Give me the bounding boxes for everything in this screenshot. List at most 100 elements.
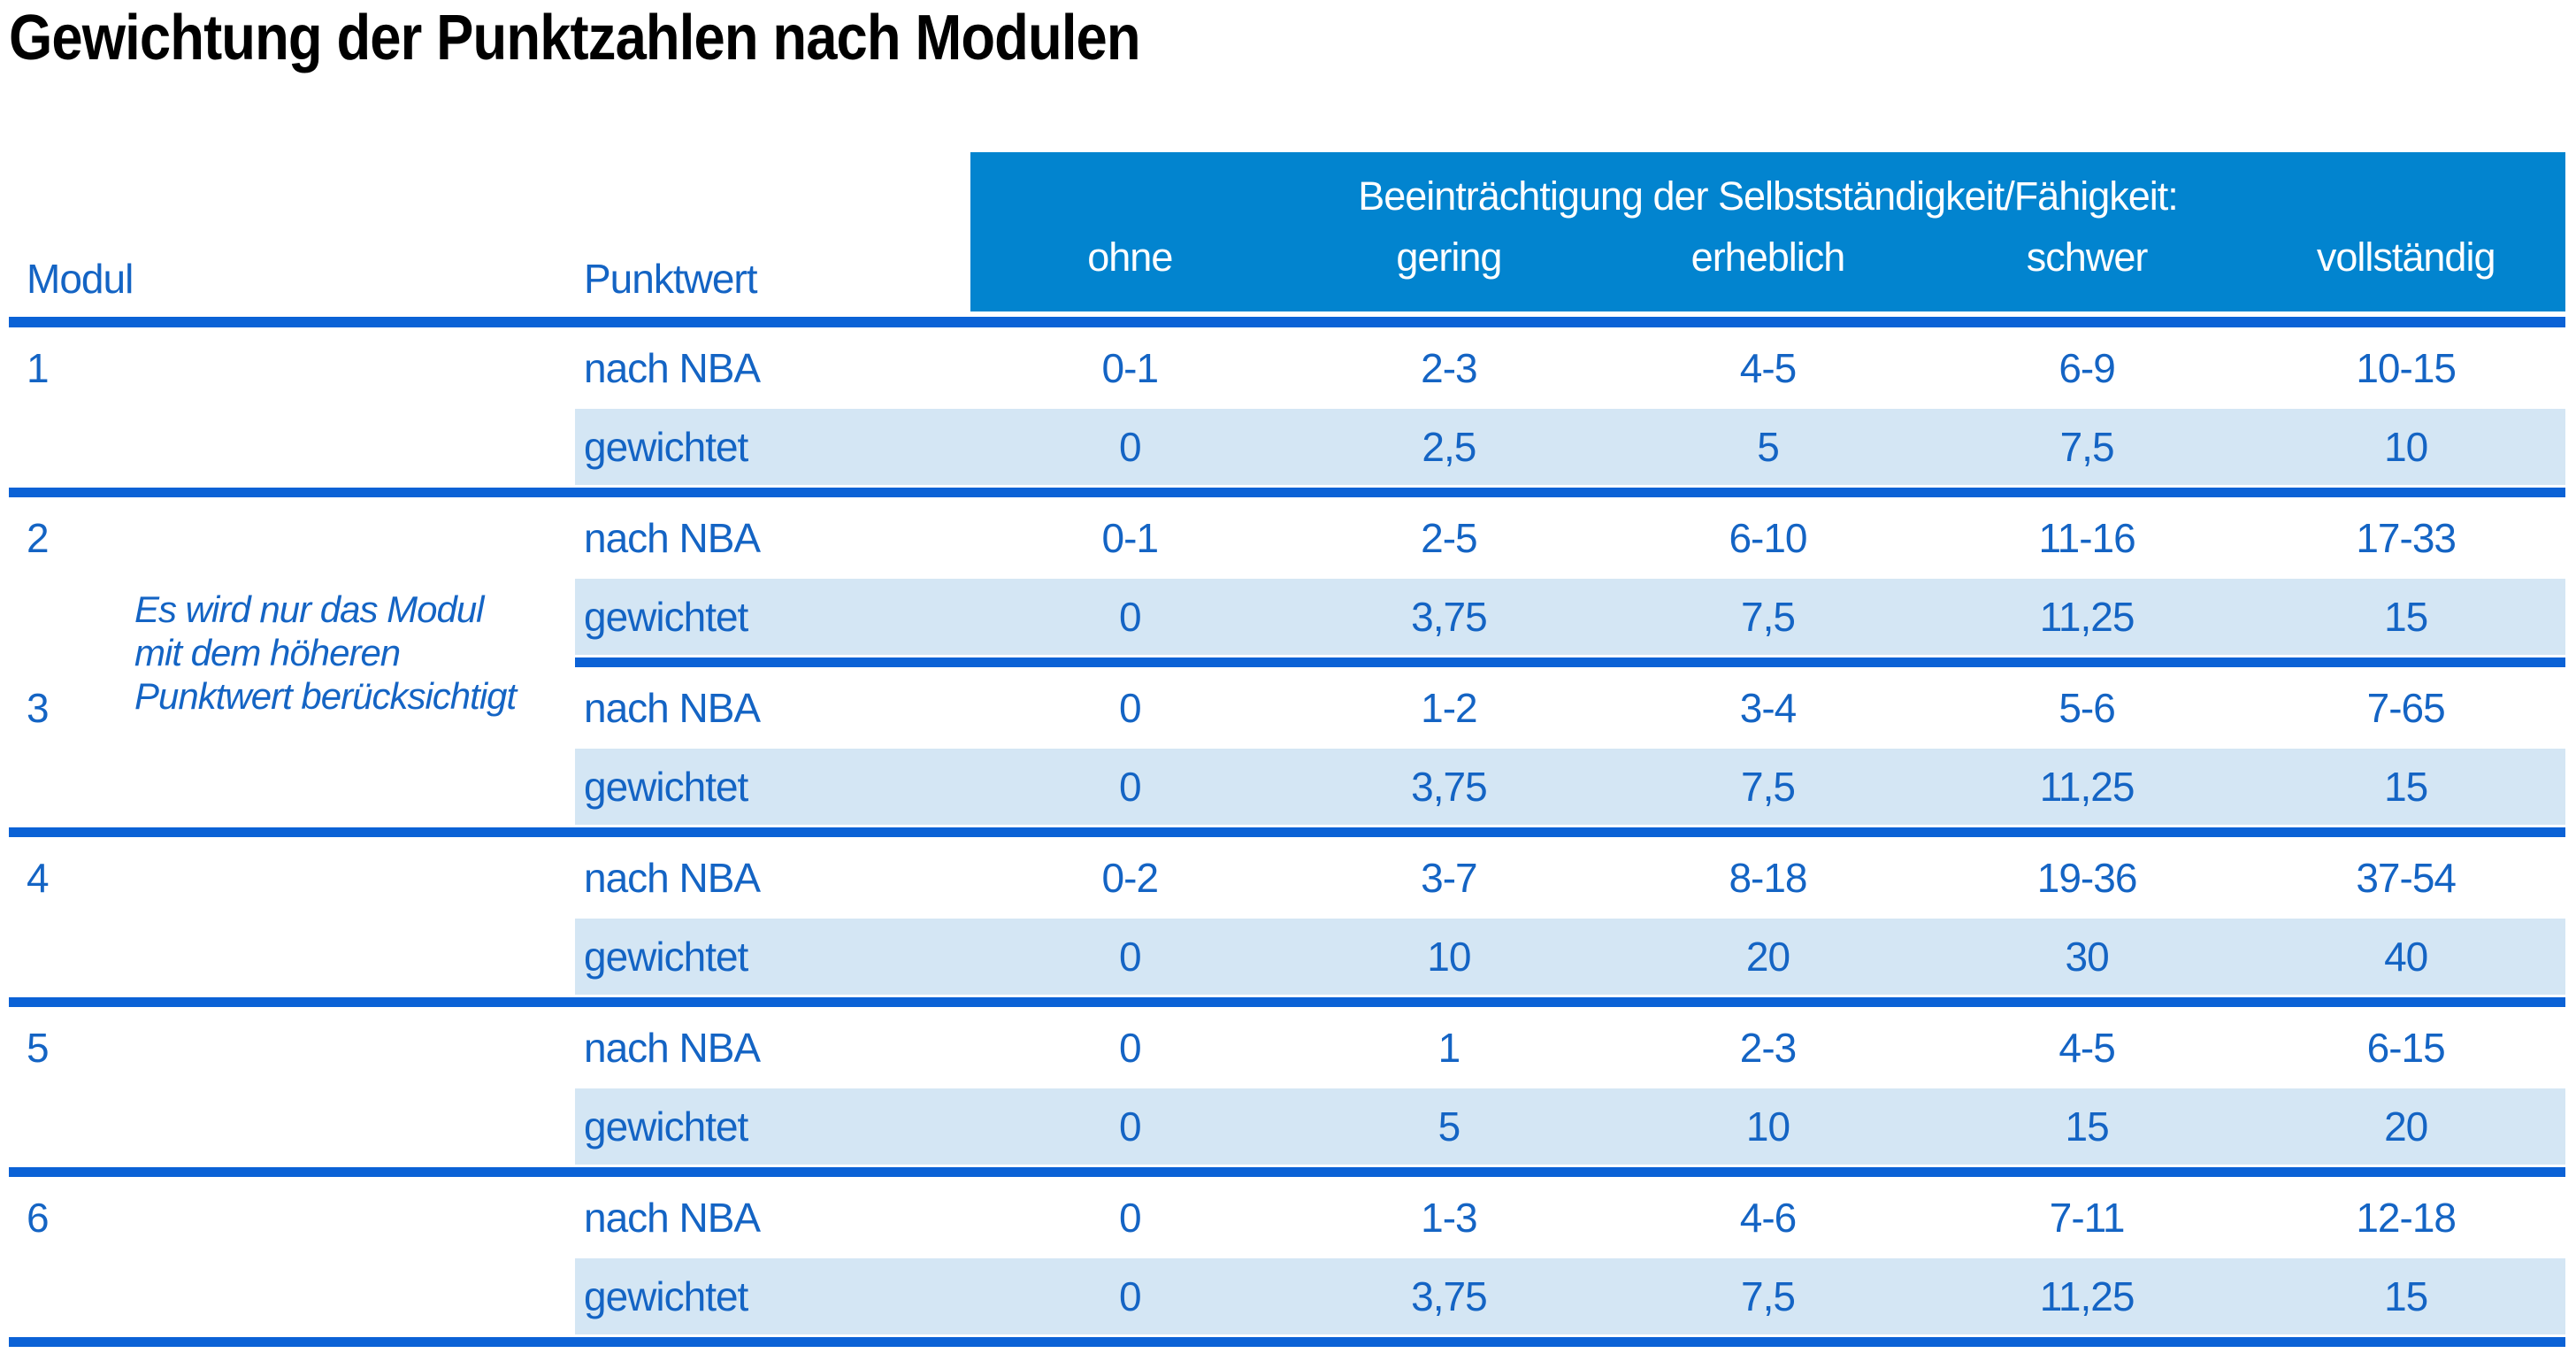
row-label-weighted: gewichtet <box>575 749 970 825</box>
module-number: 2 <box>27 515 50 561</box>
value-cell: 0 <box>970 409 1290 485</box>
module-5-block: 5 nach NBA 0 1 2-3 4-5 6-15 gewichtet 0 … <box>9 1007 2565 1177</box>
module-separator-rule <box>9 997 2565 1007</box>
module-number-cell: 6 <box>9 1177 575 1258</box>
weighting-table: Modul Punktwert Beeinträchtigung der Sel… <box>9 152 2565 1347</box>
module-1-block: 1 nach NBA 0-1 2-3 4-5 6-9 10-15 gewicht… <box>9 327 2565 497</box>
value-cell: 37-54 <box>2356 855 2457 901</box>
value-cell: 0-1 <box>1101 345 1159 391</box>
value-cell: 40 <box>2246 919 2565 995</box>
value-cell: 10-15 <box>2356 345 2457 391</box>
value-cell: 7,5 <box>1608 579 1928 655</box>
page-title: Gewichtung der Punktzahlen nach Modulen <box>9 3 1141 73</box>
value-cell: 7-11 <box>2049 1195 2126 1241</box>
value-cell: 6-9 <box>2058 345 2115 391</box>
table-header-left: Modul Punktwert <box>9 152 970 317</box>
module-number-cell: 2 <box>9 497 575 579</box>
row-label-nba: nach NBA <box>584 515 761 561</box>
module-number: 1 <box>27 345 50 391</box>
row-label-nba: nach NBA <box>584 855 761 901</box>
row-label-weighted: gewichtet <box>575 919 970 995</box>
band-divider <box>970 311 2565 317</box>
value-cell: 0 <box>970 1088 1290 1165</box>
table-row: 4 nach NBA 0-2 3-7 8-18 19-36 37-54 <box>9 837 2565 919</box>
value-cell: 11,25 <box>1927 1258 2247 1334</box>
value-cell: 6-15 <box>2366 1025 2446 1071</box>
value-cell: 0 <box>970 919 1290 995</box>
module-number: 5 <box>27 1025 50 1071</box>
value-cell: 12-18 <box>2356 1195 2457 1241</box>
value-cell: 15 <box>2246 749 2565 825</box>
value-cell: 0 <box>1119 685 1142 731</box>
table-row: gewichtet 0 10 20 30 40 <box>9 919 2565 995</box>
value-cell: 15 <box>2246 579 2565 655</box>
table-header: Modul Punktwert Beeinträchtigung der Sel… <box>9 152 2565 317</box>
table-row: 6 nach NBA 0 1-3 4-6 7-11 12-18 <box>9 1177 2565 1258</box>
value-cell: 10 <box>1289 919 1609 995</box>
value-cell: 0 <box>970 749 1290 825</box>
value-cell: 0-1 <box>1101 515 1159 561</box>
value-cell: 0 <box>1119 1025 1142 1071</box>
row-label-nba: nach NBA <box>584 345 761 391</box>
module-separator-rule <box>9 1167 2565 1177</box>
row-label-nba: nach NBA <box>584 685 761 731</box>
module-number-cell <box>9 579 575 655</box>
value-cell: 2,5 <box>1289 409 1609 485</box>
table-row: 2 nach NBA 0-1 2-5 6-10 11-16 17-33 <box>9 497 2565 579</box>
module-number: 6 <box>27 1195 50 1241</box>
module-separator-rule <box>9 1337 2565 1347</box>
module-number-cell <box>9 919 575 995</box>
value-cell: 0 <box>1119 1195 1142 1241</box>
module-note-line: mit dem höheren <box>134 632 401 673</box>
row-label-weighted: gewichtet <box>575 1258 970 1334</box>
value-cell: 4-5 <box>1739 345 1797 391</box>
value-cell: 1-2 <box>1421 685 1477 731</box>
module-number-cell: 1 <box>9 327 575 409</box>
value-cell: 11,25 <box>1927 579 2247 655</box>
table-row: gewichtet 0 2,5 5 7,5 10 <box>9 409 2565 485</box>
column-header-erheblich: erheblich <box>1690 235 1846 280</box>
value-cell: 10 <box>2246 409 2565 485</box>
value-cell: 11-16 <box>2038 515 2135 561</box>
value-cell: 5 <box>1608 409 1928 485</box>
module-number-cell <box>9 409 575 485</box>
module-separator-rule <box>9 488 2565 497</box>
value-cell: 3-4 <box>1739 685 1797 731</box>
header-rule <box>9 317 2565 327</box>
value-cell: 7,5 <box>1927 409 2247 485</box>
column-header-vollstaendig: vollständig <box>2316 235 2496 280</box>
value-cell: 2-3 <box>1421 345 1477 391</box>
value-cell: 3,75 <box>1289 1258 1609 1334</box>
value-cell: 19-36 <box>2036 855 2138 901</box>
module-separator-rule <box>9 827 2565 837</box>
module-4-block: 4 nach NBA 0-2 3-7 8-18 19-36 37-54 gewi… <box>9 837 2565 1007</box>
column-header-schwer: schwer <box>2026 235 2149 280</box>
column-header-ohne: ohne <box>1087 235 1173 280</box>
row-label-weighted: gewichtet <box>575 409 970 485</box>
module-number-cell: 4 <box>9 837 575 919</box>
value-cell: 0-2 <box>1101 855 1159 901</box>
value-cell: 7-65 <box>2366 685 2446 731</box>
value-cell: 5-6 <box>2058 685 2115 731</box>
table-row: gewichtet 0 3,75 7,5 11,25 15 <box>9 749 2565 825</box>
row-label-nba: nach NBA <box>584 1025 761 1071</box>
module-number: 4 <box>27 855 50 901</box>
module-number-cell: 3 <box>9 667 575 749</box>
value-cell: 7,5 <box>1608 749 1928 825</box>
value-cell: 20 <box>2246 1088 2565 1165</box>
module-note-line: Punktwert berücksichtigt <box>134 675 517 717</box>
table-row: gewichtet 0 3,75 7,5 11,25 15 <box>9 1258 2565 1334</box>
value-cell: 10 <box>1608 1088 1928 1165</box>
value-cell: 4-5 <box>2058 1025 2115 1071</box>
severity-banner: Beeinträchtigung der Selbstständigkeit/F… <box>1358 173 2179 219</box>
module-note: Es wird nur das Modul mit dem höheren Pu… <box>134 588 594 718</box>
value-cell: 30 <box>1927 919 2247 995</box>
table-row: gewichtet 0 5 10 15 20 <box>9 1088 2565 1165</box>
value-cell: 15 <box>2246 1258 2565 1334</box>
module-2-block: 2 nach NBA 0-1 2-5 6-10 11-16 17-33 gewi… <box>9 497 2565 667</box>
value-cell: 0 <box>970 1258 1290 1334</box>
value-cell: 4-6 <box>1739 1195 1797 1241</box>
table-row: gewichtet 0 3,75 7,5 11,25 15 <box>9 579 2565 655</box>
value-cell: 3,75 <box>1289 749 1609 825</box>
module-number: 3 <box>27 685 50 731</box>
